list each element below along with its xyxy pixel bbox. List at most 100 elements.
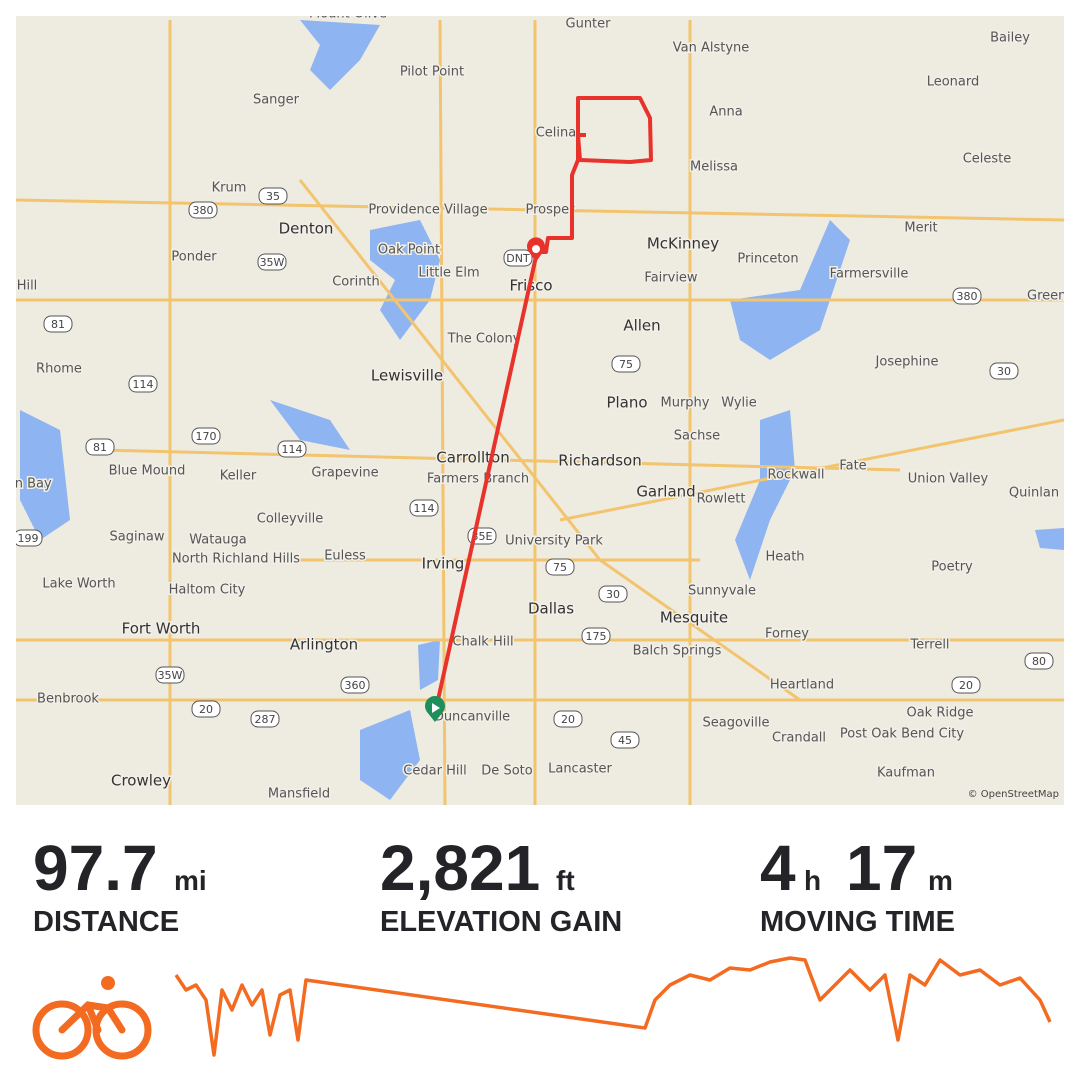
place-label: Van Alstyne [673,41,750,56]
shield-label: 30 [606,588,620,601]
place-label: Grapevine [311,466,378,481]
place-label: Farmersville [830,267,909,282]
place-label: Ponder [171,250,217,265]
place-label: Watauga [189,533,247,548]
shield-label: 20 [199,703,213,716]
stats: 97.7 mi DISTANCE 2,821 ft ELEVATION GAIN… [33,832,955,938]
place-label: Irving [422,555,465,573]
shield-label: 360 [345,679,366,692]
shield [128,375,158,393]
place-label: Post Oak Bend City [840,727,965,742]
stat-label: MOVING TIME [760,906,955,938]
place-label: Sunnyvale [688,584,756,599]
elevation-profile [174,956,1052,1057]
place-label: Euless [324,549,366,564]
shield-label: 114 [133,378,154,391]
shield-label: 81 [51,318,65,331]
place-label: University Park [505,534,603,549]
place-label: Wylie [721,396,757,411]
place-label: Carrollton [436,449,509,467]
place-label: Cedar Hill [403,764,466,779]
place-label: McKinney [647,235,719,253]
shield-label: 175 [586,630,607,643]
shield [43,315,73,333]
shield [1024,652,1054,670]
shield [611,355,641,373]
shield [610,731,640,749]
place-label: Keller [220,469,257,484]
place-label: Union Valley [908,472,989,487]
shield [503,249,533,267]
place-label: Rockwall [768,468,825,483]
place-label: Fate [839,459,866,474]
shield [257,253,287,271]
place-label: Lewisville [371,367,443,385]
stat-value: 17 [846,832,917,904]
place-label: Richardson [558,452,641,470]
shield [989,362,1019,380]
place-label: Farmers Branch [427,472,529,487]
shield [85,438,115,456]
stat-value: 2,821 [380,832,540,904]
place-label: Heartland [770,678,834,693]
place-label: Haltom City [169,583,246,598]
place-label: Little Elm [418,266,479,281]
stat-unit: mi [174,865,207,896]
place-label: Princeton [737,252,798,267]
place-label: Celina [536,126,577,141]
shield-label: 114 [282,443,303,456]
place-label: Gunter [566,17,612,32]
place-label: Heath [765,550,804,565]
shield-label: 20 [561,713,575,726]
shield-label: 380 [957,290,978,303]
shield-label: 199 [18,532,39,545]
shield [250,710,280,728]
place-label: Mount Olive [309,7,387,22]
start-marker-icon [432,703,440,713]
shield-label: 114 [414,502,435,515]
stat-unit: h [804,865,821,896]
place-label: Forney [765,627,809,642]
stat-value: 97.7 [33,832,158,904]
place-label: Benbrook [37,692,99,707]
place-label: North Richland Hills [172,552,300,567]
place-label: De Soto [481,764,532,779]
stat-unit: ft [556,865,575,896]
shield [16,529,43,547]
shield-label: 81 [93,441,107,454]
place-label: Krum [212,181,247,196]
place-label: Prosper [526,203,576,218]
place-label: Crandall [772,731,826,746]
shield [155,666,185,684]
place-label: Plano [606,394,647,412]
shield [409,499,439,517]
place-label: Murphy [661,396,710,411]
map: Mount Olive Gunter Van Alstyne Bailey Pilot … [16,7,1064,805]
shield-label: 75 [619,358,633,371]
place-label: Lancaster [548,762,612,777]
place-label: Sanger [253,93,300,108]
place-label: Seagoville [703,716,770,731]
place-label: Pilot Point [400,65,464,80]
place-label: Providence Village [368,203,487,218]
place-label: Dallas [528,600,574,618]
stat-unit: m [928,865,953,896]
shield-label: 20 [959,679,973,692]
stat-value: 4 [760,832,796,904]
place-label: Terrell [909,638,949,653]
cyclist-icon [32,976,152,1060]
place-label: Anna [709,105,742,120]
place-label: Quinlan [1009,486,1059,501]
place-label: Oak Ridge [906,706,973,721]
shield-label: 287 [255,713,276,726]
attribution: © OpenStreetMap [968,789,1059,800]
place-label: Rhome [36,362,82,377]
roads [16,19,1064,805]
place-label: Sachse [674,429,720,444]
shield [188,201,218,219]
place-label: Garland [636,483,695,501]
place-label: Poetry [931,560,973,575]
shield [277,440,307,458]
shield-label: 35 [266,190,280,203]
shield [598,585,628,603]
